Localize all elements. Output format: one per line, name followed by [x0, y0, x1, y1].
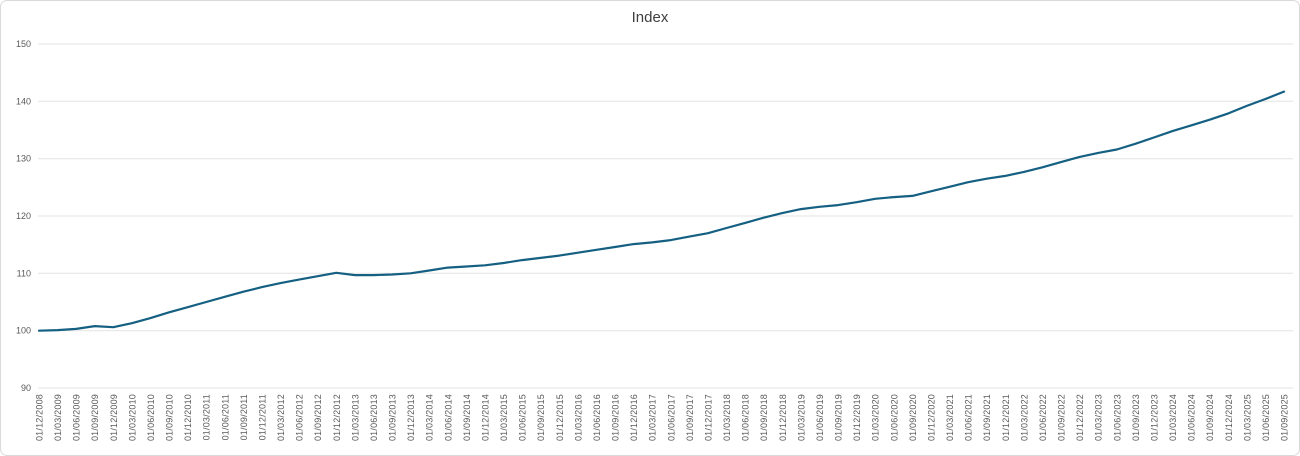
- x-axis-tick-label: 01/09/2019: [834, 394, 844, 441]
- x-axis-tick-label: 01/03/2014: [425, 394, 435, 441]
- x-axis-tick-label: 01/06/2012: [295, 394, 305, 441]
- x-axis-tick-label: 01/06/2010: [146, 394, 156, 441]
- x-axis-tick-label: 01/12/2010: [183, 394, 193, 441]
- x-axis-tick-label: 01/06/2025: [1261, 394, 1271, 441]
- x-axis-tick-label: 01/12/2019: [852, 394, 862, 441]
- x-axis-tick-label: 01/03/2025: [1242, 394, 1252, 441]
- y-axis-tick-label: 130: [16, 154, 31, 164]
- x-axis-tick-label: 01/06/2021: [964, 394, 974, 441]
- x-axis-tick-label: 01/03/2020: [871, 394, 881, 441]
- x-axis-tick-label: 01/09/2021: [982, 394, 992, 441]
- x-axis-tick-label: 01/12/2008: [35, 394, 45, 441]
- x-axis-tick-label: 01/09/2025: [1280, 394, 1290, 441]
- x-axis-tick-label: 01/09/2012: [313, 394, 323, 441]
- x-axis-tick-label: 01/03/2024: [1168, 394, 1178, 441]
- x-axis-tick-label: 01/09/2014: [462, 394, 472, 441]
- x-axis-tick-label: 01/09/2015: [536, 394, 546, 441]
- x-axis-tick-label: 01/09/2020: [908, 394, 918, 441]
- x-axis-tick-label: 01/03/2009: [53, 394, 63, 441]
- x-axis-tick-label: 01/03/2012: [276, 394, 286, 441]
- x-axis-tick-label: 01/06/2020: [889, 394, 899, 441]
- x-axis-tick-label: 01/03/2019: [796, 394, 806, 441]
- x-axis-tick-label: 01/06/2013: [369, 394, 379, 441]
- x-axis-tick-label: 01/12/2023: [1149, 394, 1159, 441]
- x-axis-tick-label: 01/09/2018: [759, 394, 769, 441]
- index-line-series: [37, 90, 1286, 332]
- x-axis-tick-label: 01/12/2013: [406, 394, 416, 441]
- x-axis-tick-label: 01/03/2010: [127, 394, 137, 441]
- x-axis-tick-label: 01/06/2019: [815, 394, 825, 441]
- y-axis-tick-label: 120: [16, 211, 31, 221]
- x-axis-tick-label: 01/03/2011: [202, 394, 212, 440]
- y-axis-tick-label: 90: [21, 383, 31, 393]
- x-axis-tick-label: 01/09/2023: [1131, 394, 1141, 441]
- x-axis-tick-label: 01/09/2022: [1057, 394, 1067, 441]
- x-axis-tick-label: 01/06/2009: [72, 394, 82, 441]
- y-axis-tick-label: 140: [16, 96, 31, 106]
- x-axis-tick-label: 01/06/2011: [220, 394, 230, 440]
- x-axis-tick-label: 01/06/2018: [741, 394, 751, 441]
- x-axis-tick-label: 01/03/2023: [1094, 394, 1104, 441]
- x-axis-tick-label: 01/09/2010: [165, 394, 175, 441]
- x-axis-tick-label: 01/06/2014: [443, 394, 453, 441]
- x-axis-tick-label: 01/03/2015: [499, 394, 509, 441]
- x-axis-tick-label: 01/03/2016: [573, 394, 583, 441]
- x-axis-tick-label: 01/12/2022: [1075, 394, 1085, 441]
- x-axis-tick-label: 01/12/2024: [1224, 394, 1234, 441]
- x-axis-tick-label: 01/12/2017: [704, 394, 714, 441]
- x-axis-tick-label: 01/03/2021: [945, 394, 955, 441]
- x-axis-tick-label: 01/06/2015: [518, 394, 528, 441]
- y-axis-tick-label: 150: [16, 39, 31, 49]
- x-axis-tick-label: 01/12/2021: [1001, 394, 1011, 441]
- x-axis-tick-label: 01/06/2017: [666, 394, 676, 441]
- y-axis-tick-label: 110: [17, 268, 31, 278]
- x-axis-tick-label: 01/12/2012: [332, 394, 342, 441]
- x-axis-tick-label: 01/12/2015: [555, 394, 565, 441]
- x-axis-tick-label: 01/03/2013: [350, 394, 360, 441]
- x-axis-tick-label: 01/09/2016: [611, 394, 621, 441]
- x-axis-tick-label: 01/12/2020: [926, 394, 936, 441]
- x-axis-tick-label: 01/09/2011: [239, 394, 249, 440]
- y-axis-tick-label: 100: [16, 326, 31, 336]
- x-axis-tick-label: 01/12/2018: [778, 394, 788, 441]
- x-axis-tick-label: 01/09/2024: [1205, 394, 1215, 441]
- x-axis-tick-label: 01/03/2018: [722, 394, 732, 441]
- x-axis-tick-label: 01/06/2016: [592, 394, 602, 441]
- x-axis-tick-label: 01/09/2013: [388, 394, 398, 441]
- x-axis-tick-label: 01/03/2022: [1019, 394, 1029, 441]
- x-axis-tick-label: 01/06/2023: [1112, 394, 1122, 441]
- x-axis-tick-label: 01/06/2024: [1187, 394, 1197, 441]
- x-axis-tick-label: 01/09/2009: [90, 394, 100, 441]
- x-axis-tick-label: 01/06/2022: [1038, 394, 1048, 441]
- x-axis-tick-label: 01/03/2017: [648, 394, 658, 441]
- x-axis-tick-label: 01/09/2017: [685, 394, 695, 441]
- chart-title: Index: [631, 9, 669, 26]
- x-axis-tick-label: 01/12/2016: [629, 394, 639, 441]
- x-axis-tick-label: 01/12/2009: [109, 394, 119, 441]
- x-axis-tick-label: 01/12/2011: [258, 394, 268, 440]
- x-axis-tick-label: 01/12/2014: [481, 394, 491, 441]
